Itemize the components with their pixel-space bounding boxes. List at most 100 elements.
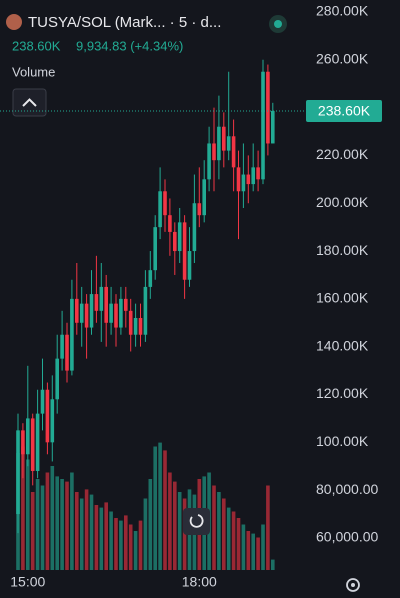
candle-body (45, 389, 50, 443)
chevron (22, 98, 37, 107)
candle-body (138, 317, 143, 335)
header-price: 238.60K (12, 38, 61, 53)
candle-body (109, 303, 113, 323)
candle-body (271, 110, 275, 144)
volume-bar (217, 492, 221, 570)
y-tick-label: 200.00K (316, 194, 369, 210)
volume-bar (271, 559, 275, 570)
candle-body (148, 270, 153, 287)
candle-body (143, 286, 148, 335)
y-tick-label: 80,000.00 (316, 481, 378, 497)
y-tick-label: 100.00K (316, 433, 369, 449)
volume-bar (241, 524, 246, 570)
candle-body (256, 167, 260, 180)
candle-body (163, 191, 167, 216)
candle-body (192, 203, 197, 252)
volume-bar (79, 498, 84, 570)
volume-bar (158, 442, 162, 570)
candle-body (207, 143, 211, 180)
settings-icon[interactable] (346, 578, 360, 592)
volume-bar (94, 505, 99, 570)
volume-bar (251, 533, 255, 570)
candle-body (212, 143, 216, 161)
candle-body (94, 294, 99, 311)
candle-body (99, 286, 104, 311)
candle-body (104, 286, 108, 323)
volume-bar (26, 459, 30, 570)
candle-body (16, 430, 20, 515)
candle-body (217, 126, 221, 161)
x-tick-label: 18:00 (182, 574, 217, 590)
volume-bar (35, 479, 40, 570)
candle-body (89, 294, 94, 328)
candle-body (40, 389, 45, 414)
volume-bar (124, 515, 128, 570)
y-tick-label: 220.00K (316, 146, 369, 162)
candle-body (79, 303, 84, 323)
volume-bar (65, 481, 69, 570)
candle-body (202, 179, 206, 216)
volume-bar (60, 479, 64, 570)
candle-body (226, 136, 231, 151)
candle-body (128, 310, 133, 335)
candle-body (153, 227, 157, 271)
volume-bar (133, 531, 138, 570)
candle-body (119, 298, 123, 328)
candle-body (84, 303, 89, 328)
volume-bar (261, 524, 265, 570)
reset-icon (189, 514, 204, 528)
candle-body (168, 215, 172, 232)
volume-bar (114, 518, 118, 570)
volume-bar (182, 498, 187, 570)
volume-bar (104, 502, 108, 570)
candle-body (26, 418, 30, 455)
collapse-button[interactable] (12, 88, 47, 117)
y-tick-label: 60,000.00 (316, 529, 378, 545)
settings-center (351, 583, 355, 587)
volume-bar (128, 524, 133, 570)
y-tick-label: 140.00K (316, 337, 369, 353)
candle-body (261, 71, 265, 180)
volume-bar (21, 446, 25, 570)
y-tick-label: 160.00K (316, 290, 369, 306)
candle-body (21, 430, 25, 455)
candle-body (197, 203, 202, 216)
y-tick-label: 120.00K (316, 385, 369, 401)
last-price-label: 238.60K (318, 103, 371, 119)
volume-bar (222, 498, 226, 570)
candle-body (158, 191, 162, 228)
volume-bar (212, 485, 216, 570)
candle-body (187, 251, 192, 280)
volume-bar (236, 518, 241, 570)
y-tick-label: 260.00K (316, 50, 369, 66)
candle-body (177, 222, 182, 252)
candle-body (182, 222, 187, 280)
header-change: 9,934.83 (+4.34%) (76, 38, 183, 53)
volume-bar (138, 520, 143, 570)
volume-bar (266, 485, 270, 570)
volume-bar (163, 450, 167, 570)
volume-bar (256, 537, 260, 570)
candle-body (65, 334, 69, 371)
candle-body (70, 298, 74, 371)
volume-bar (75, 492, 79, 570)
coin-icon (6, 14, 22, 30)
volume-bar (99, 507, 104, 570)
volume-bar (168, 472, 172, 570)
candle-body (231, 136, 236, 168)
reset-button[interactable] (183, 508, 210, 535)
volume-bar (226, 507, 231, 570)
candle-body (75, 298, 79, 323)
candle-body (30, 418, 35, 472)
volume-bar (84, 489, 89, 570)
volume-bar (119, 520, 123, 570)
last-price-tag (306, 99, 382, 122)
chart-title: TUSYA/SOL (Mark... · 5 · d... (28, 14, 221, 31)
candle-body (246, 174, 251, 185)
candle-body (236, 167, 241, 192)
volume-bar (50, 466, 55, 570)
volume-bar (148, 479, 153, 570)
candle-body (173, 231, 177, 252)
candle-body (50, 399, 55, 443)
